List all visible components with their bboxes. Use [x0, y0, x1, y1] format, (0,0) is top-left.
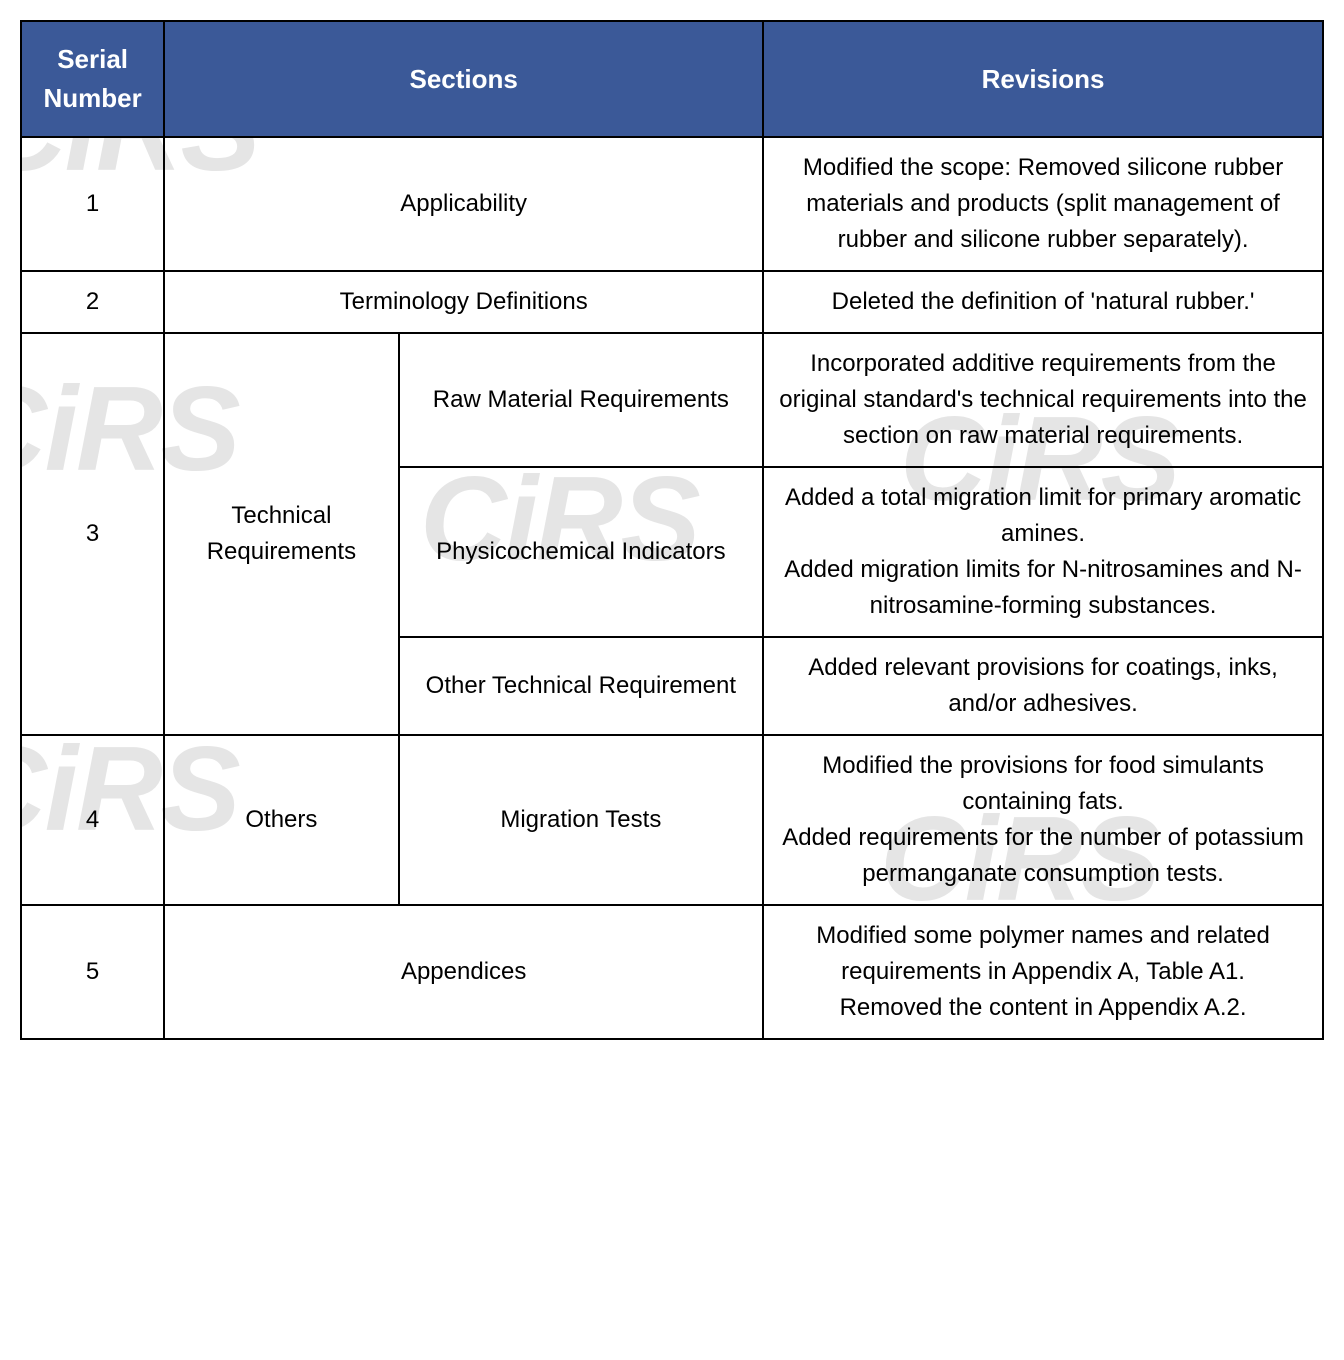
table-container: CiRS CiRS CiRS CiRS CiRS CiRS CiRS CiRS …	[20, 20, 1324, 1040]
cell-revision: Added relevant provisions for coatings, …	[763, 637, 1323, 735]
cell-revision: Modified the provisions for food simulan…	[763, 735, 1323, 905]
table-row: 4 Others Migration Tests Modified the pr…	[21, 735, 1323, 905]
table-row: 1 Applicability Modified the scope: Remo…	[21, 137, 1323, 271]
cell-serial: 1	[21, 137, 164, 271]
cell-revision: Modified some polymer names and related …	[763, 905, 1323, 1039]
header-revisions: Revisions	[763, 21, 1323, 137]
cell-revision: Deleted the definition of 'natural rubbe…	[763, 271, 1323, 333]
cell-revision: Incorporated additive requirements from …	[763, 333, 1323, 467]
cell-section: Appendices	[164, 905, 763, 1039]
cell-section-sub: Migration Tests	[399, 735, 764, 905]
cell-section-main: Others	[164, 735, 398, 905]
cell-section: Terminology Definitions	[164, 271, 763, 333]
table-row: 5 Appendices Modified some polymer names…	[21, 905, 1323, 1039]
cell-serial: 5	[21, 905, 164, 1039]
cell-serial: 2	[21, 271, 164, 333]
table-header-row: Serial Number Sections Revisions	[21, 21, 1323, 137]
revisions-table: Serial Number Sections Revisions 1 Appli…	[20, 20, 1324, 1040]
cell-section-sub: Raw Material Requirements	[399, 333, 764, 467]
cell-serial: 3	[21, 333, 164, 735]
cell-section-sub: Other Technical Requirement	[399, 637, 764, 735]
table-row: 2 Terminology Definitions Deleted the de…	[21, 271, 1323, 333]
cell-section-main: Technical Requirements	[164, 333, 398, 735]
cell-section-sub: Physicochemical Indicators	[399, 467, 764, 637]
cell-serial: 4	[21, 735, 164, 905]
cell-revision: Modified the scope: Removed silicone rub…	[763, 137, 1323, 271]
header-serial: Serial Number	[21, 21, 164, 137]
header-sections: Sections	[164, 21, 763, 137]
table-row: 3 Technical Requirements Raw Material Re…	[21, 333, 1323, 467]
cell-revision: Added a total migration limit for primar…	[763, 467, 1323, 637]
cell-section: Applicability	[164, 137, 763, 271]
